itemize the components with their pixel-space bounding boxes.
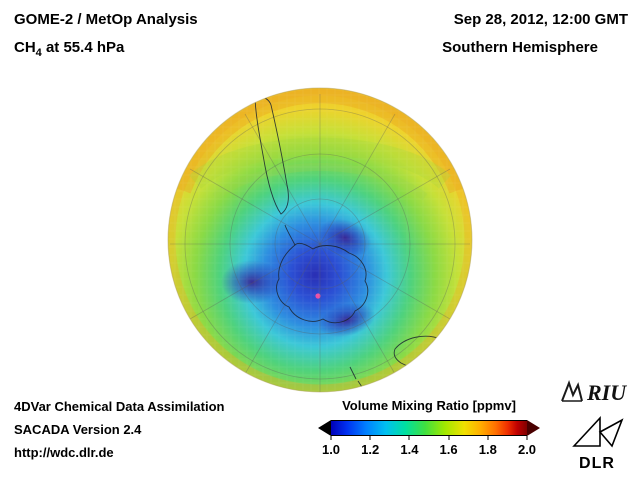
- colorbar-tickmarks: [330, 436, 528, 440]
- hemisphere-map: [167, 87, 473, 393]
- southern-hemisphere-globe: [167, 87, 473, 393]
- url-label: http://wdc.dlr.de: [14, 445, 114, 460]
- riu-glyph-icon: [561, 380, 583, 402]
- species-level-title: CH4 at 55.4 hPa: [14, 39, 198, 59]
- tick-label: 1.0: [321, 442, 341, 457]
- coastline-madagascar: [464, 140, 470, 152]
- assimilation-label: 4DVar Chemical Data Assimilation: [14, 399, 225, 414]
- tick-label: 1.4: [400, 442, 419, 457]
- tick-label: 1.8: [478, 442, 497, 457]
- species-subscript: 4: [35, 47, 42, 59]
- colorbar-title: Volume Mixing Ratio [ppmv]: [342, 398, 516, 413]
- coastline-africa: [432, 92, 460, 132]
- colorbar-bar: [318, 420, 540, 440]
- colorbar: Volume Mixing Ratio [ppmv] 1.0 1.2 1.4 1…: [318, 398, 540, 458]
- colorbar-right-arrow: [527, 420, 540, 436]
- hemisphere-label: Southern Hemisphere: [442, 39, 598, 56]
- coastline-antarctic-peninsula: [284, 224, 296, 246]
- dlr-label: DLR: [579, 455, 615, 472]
- dlr-glyph-icon: [572, 415, 624, 448]
- riu-logo: RIU: [560, 378, 626, 404]
- tick-label: 2.0: [517, 442, 537, 457]
- instrument-title: GOME-2 / MetOp Analysis: [14, 11, 198, 28]
- pressure-level: at 55.4 hPa: [41, 39, 125, 56]
- datetime-label: Sep 28, 2012, 12:00 GMT: [453, 11, 628, 28]
- coastline-antarctica: [276, 242, 369, 324]
- graticule: [170, 94, 470, 392]
- coastline-south-america: [254, 94, 289, 215]
- version-label: SACADA Version 2.4: [14, 422, 142, 437]
- credits-block: 4DVar Chemical Data Assimilation SACADA …: [14, 400, 225, 469]
- coastline-tasmania: [428, 376, 436, 382]
- tick-label: 1.6: [439, 442, 458, 457]
- globe-outline: [167, 87, 473, 393]
- riu-label: RIU: [587, 380, 627, 405]
- colorbar-left-arrow: [318, 420, 331, 436]
- colorbar-gradient: [331, 420, 527, 436]
- colorbar-tick-labels: 1.0 1.2 1.4 1.6 1.8 2.0: [322, 442, 536, 458]
- datetime-block: Sep 28, 2012, 12:00 GMT Southern Hemisph…: [442, 12, 628, 56]
- species-prefix: CH: [14, 39, 36, 56]
- plot-title-block: GOME-2 / MetOp Analysis CH4 at 55.4 hPa: [14, 12, 198, 59]
- dlr-logo: DLR: [566, 412, 628, 473]
- tick-label: 1.2: [361, 442, 380, 457]
